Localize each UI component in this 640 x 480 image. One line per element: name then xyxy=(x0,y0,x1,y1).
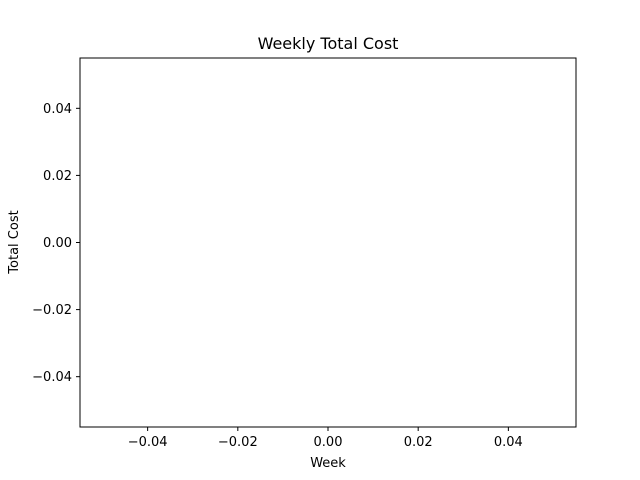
y-tick-label: −0.02 xyxy=(32,303,72,318)
x-tick-label: −0.04 xyxy=(128,435,168,450)
y-tick-label: 0.04 xyxy=(43,102,72,117)
y-axis-ticks: −0.04 −0.02 0.00 0.02 0.04 xyxy=(32,102,80,385)
y-axis-label: Total Cost xyxy=(7,210,22,274)
chart-title: Weekly Total Cost xyxy=(258,34,399,53)
x-tick-label: 0.04 xyxy=(494,435,523,450)
y-tick-label: −0.04 xyxy=(32,370,72,385)
x-axis-ticks: −0.04 −0.02 0.00 0.02 0.04 xyxy=(128,427,523,450)
x-tick-label: 0.00 xyxy=(314,435,343,450)
x-tick-label: −0.02 xyxy=(218,435,258,450)
y-tick-label: 0.00 xyxy=(43,236,72,251)
x-tick-label: 0.02 xyxy=(404,435,433,450)
plot-area-frame xyxy=(79,57,577,428)
x-axis-label: Week xyxy=(310,456,346,471)
y-tick-label: 0.02 xyxy=(43,169,72,184)
